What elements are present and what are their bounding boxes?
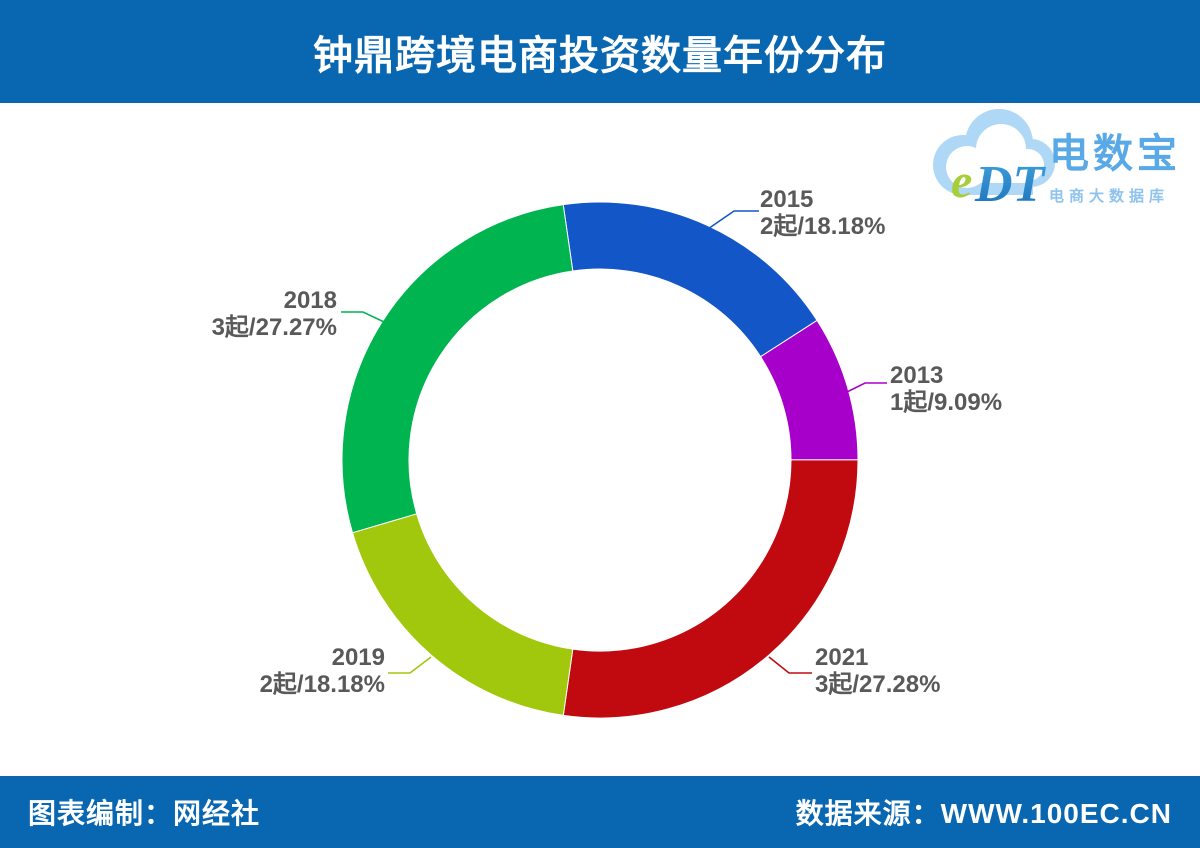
slice-label-value: 3起/27.28% xyxy=(815,671,941,698)
donut-slice-2021 xyxy=(562,459,859,719)
slice-label-value: 1起/9.09% xyxy=(890,389,1003,416)
leader-line-2018 xyxy=(341,311,385,323)
leader-line-2021 xyxy=(768,656,812,674)
footer-source: 数据来源：WWW.100EC.CN xyxy=(795,798,1172,829)
logo-name: 电数宝 xyxy=(1049,132,1181,176)
slice-label-2013: 2013 1起/9.09% xyxy=(890,362,1002,416)
slice-label-value: 3起/27.27% xyxy=(211,314,337,341)
slice-label-2015: 2015 2起/18.18% xyxy=(760,186,885,240)
chart-title: 钟鼎跨境电商投资数量年份分布 xyxy=(313,33,887,78)
slice-label-year: 2015 xyxy=(760,186,814,213)
svg-text:DT: DT xyxy=(974,156,1047,213)
slice-label-2021: 2021 3起/27.28% xyxy=(815,644,940,698)
slice-label-year: 2013 xyxy=(890,362,944,389)
slice-label-value: 2起/18.18% xyxy=(760,213,886,240)
donut-slice-2018 xyxy=(341,204,574,534)
logo-text-block: 电数宝 电商大数据库 xyxy=(1049,121,1181,206)
leader-line-2015 xyxy=(704,210,759,232)
slice-label-year: 2019 xyxy=(331,644,385,671)
header-bar: 钟鼎跨境电商投资数量年份分布 xyxy=(0,0,1200,103)
footer-bar: 图表编制：网经社 数据来源：WWW.100EC.CN xyxy=(0,776,1200,848)
cloud-logo-icon: e DT xyxy=(933,109,1055,213)
svg-text:e: e xyxy=(951,155,972,208)
leader-line-2013 xyxy=(844,382,887,394)
leader-line-2019 xyxy=(388,656,432,674)
donut-slice-2019 xyxy=(351,513,574,716)
slice-label-2019: 2019 2起/18.18% xyxy=(260,644,385,698)
slice-label-2018: 2018 3起/27.27% xyxy=(212,287,337,341)
logo-subtitle: 电商大数据库 xyxy=(1049,188,1170,205)
slice-label-value: 2起/18.18% xyxy=(259,671,385,698)
footer-credit: 图表编制：网经社 xyxy=(28,798,261,829)
slice-label-year: 2021 xyxy=(815,644,869,671)
slice-label-year: 2018 xyxy=(283,287,337,314)
edata-logo: e DT 电数宝 电商大数据库 xyxy=(927,103,1182,218)
